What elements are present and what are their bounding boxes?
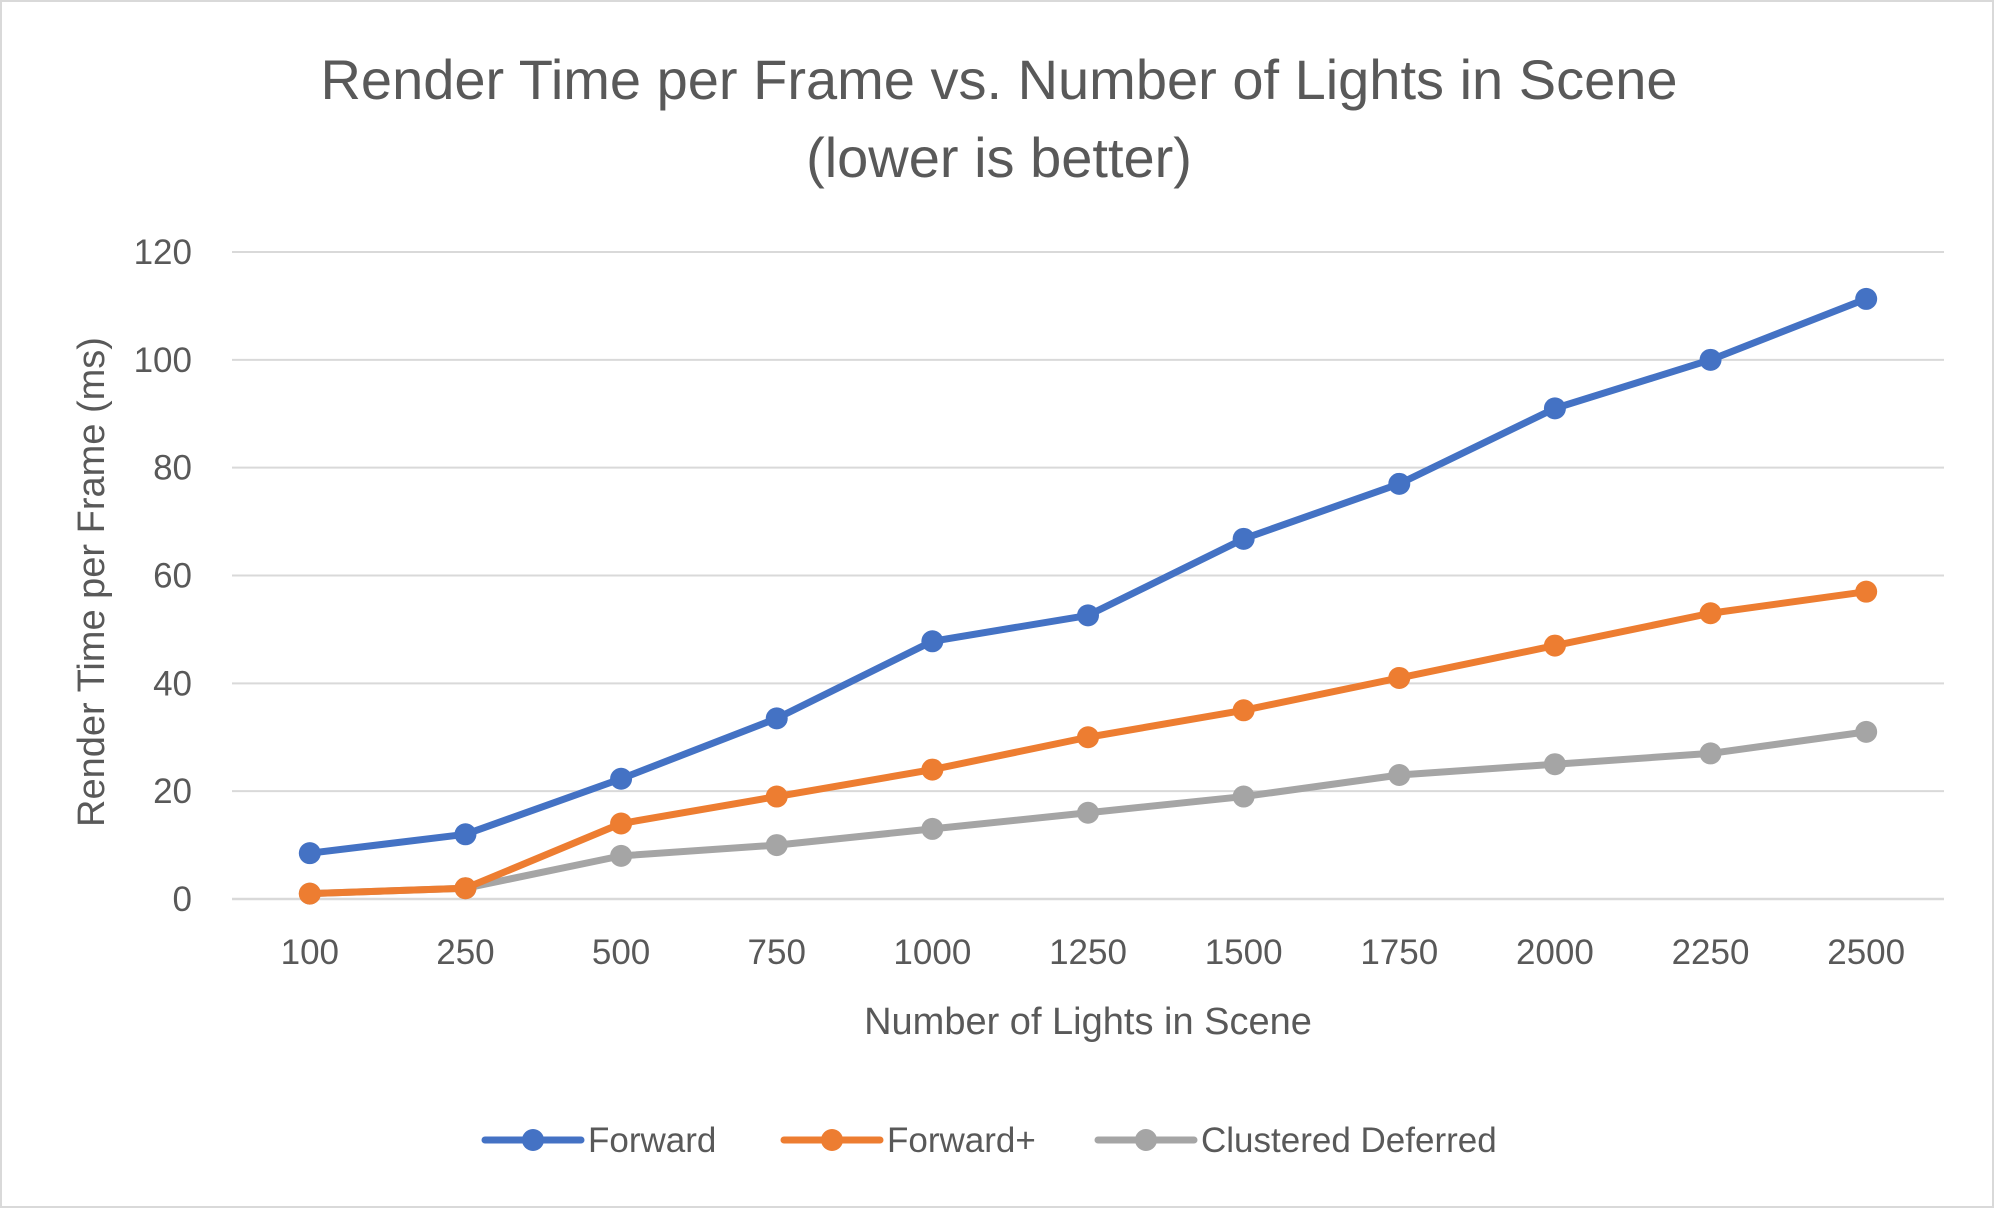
data-point xyxy=(1543,753,1566,776)
legend-marker xyxy=(522,1129,544,1151)
data-point xyxy=(610,844,633,867)
data-point xyxy=(1855,287,1878,310)
data-point xyxy=(610,812,633,835)
data-point xyxy=(921,817,944,840)
legend-item: Forward xyxy=(481,1121,716,1160)
y-tick-label: 80 xyxy=(153,449,192,488)
data-point xyxy=(610,767,633,790)
y-tick-label: 40 xyxy=(153,664,192,703)
y-axis-ticks: 0 20 40 60 80 100 120 xyxy=(134,233,192,919)
x-axis-title: Number of Lights in Scene xyxy=(864,1001,1312,1043)
x-tick-label: 1000 xyxy=(893,933,971,972)
data-point xyxy=(765,785,788,808)
x-tick-label: 750 xyxy=(748,933,806,972)
y-tick-label: 100 xyxy=(134,341,192,380)
x-tick-label: 1750 xyxy=(1360,933,1438,972)
data-point xyxy=(1077,604,1099,627)
x-tick-label: 1250 xyxy=(1049,933,1127,972)
x-tick-label: 100 xyxy=(281,933,339,972)
chart-subtitle: (lower is better) xyxy=(806,126,1192,189)
data-point xyxy=(454,823,477,846)
legend-item: Forward+ xyxy=(780,1121,1036,1160)
data-point xyxy=(1699,742,1722,765)
x-tick-label: 250 xyxy=(436,933,494,972)
legend: Forward Forward+ Clustered Deferred xyxy=(481,1121,1497,1160)
data-point xyxy=(1232,785,1255,808)
x-tick-label: 2500 xyxy=(1827,933,1905,972)
y-tick-label: 120 xyxy=(134,233,192,272)
data-point xyxy=(765,707,788,730)
data-point xyxy=(1543,397,1566,420)
x-tick-label: 2000 xyxy=(1516,933,1594,972)
legend-marker xyxy=(1135,1129,1157,1151)
data-point xyxy=(1077,801,1099,824)
series-forward- xyxy=(298,580,1878,905)
data-point xyxy=(454,877,477,900)
data-point xyxy=(1077,726,1099,749)
grid-lines xyxy=(232,251,1944,901)
data-point xyxy=(921,630,944,653)
x-axis-ticks: 100 250 500 750 1000 1250 1500 1750 2000 2250 2500 xyxy=(281,933,1906,972)
y-axis-title: Render Time per Frame (ms) xyxy=(71,337,113,827)
data-point xyxy=(1699,602,1722,625)
data-point xyxy=(921,758,944,781)
data-point xyxy=(1232,699,1255,722)
y-tick-label: 20 xyxy=(153,772,192,811)
legend-label: Clustered Deferred xyxy=(1201,1121,1497,1160)
series-layer xyxy=(298,287,1878,905)
x-tick-label: 2250 xyxy=(1672,933,1750,972)
y-tick-label: 0 xyxy=(173,880,192,919)
legend-label: Forward+ xyxy=(887,1121,1036,1160)
chart-title: Render Time per Frame vs. Number of Ligh… xyxy=(320,48,1677,111)
data-point xyxy=(1855,580,1878,603)
data-point xyxy=(1699,348,1722,371)
legend-marker xyxy=(821,1129,843,1151)
x-tick-label: 500 xyxy=(592,933,650,972)
data-point xyxy=(298,842,321,865)
legend-item: Clustered Deferred xyxy=(1094,1121,1497,1160)
data-point xyxy=(1388,666,1411,689)
data-point xyxy=(298,882,321,905)
data-point xyxy=(1543,634,1566,657)
data-point xyxy=(1388,763,1411,786)
series-forward xyxy=(298,287,1878,865)
data-point xyxy=(765,834,788,857)
data-point xyxy=(1232,527,1255,550)
legend-label: Forward xyxy=(588,1121,716,1160)
data-point xyxy=(1388,472,1411,495)
x-tick-label: 1500 xyxy=(1205,933,1283,972)
y-tick-label: 60 xyxy=(153,557,192,596)
data-point xyxy=(1855,720,1878,743)
